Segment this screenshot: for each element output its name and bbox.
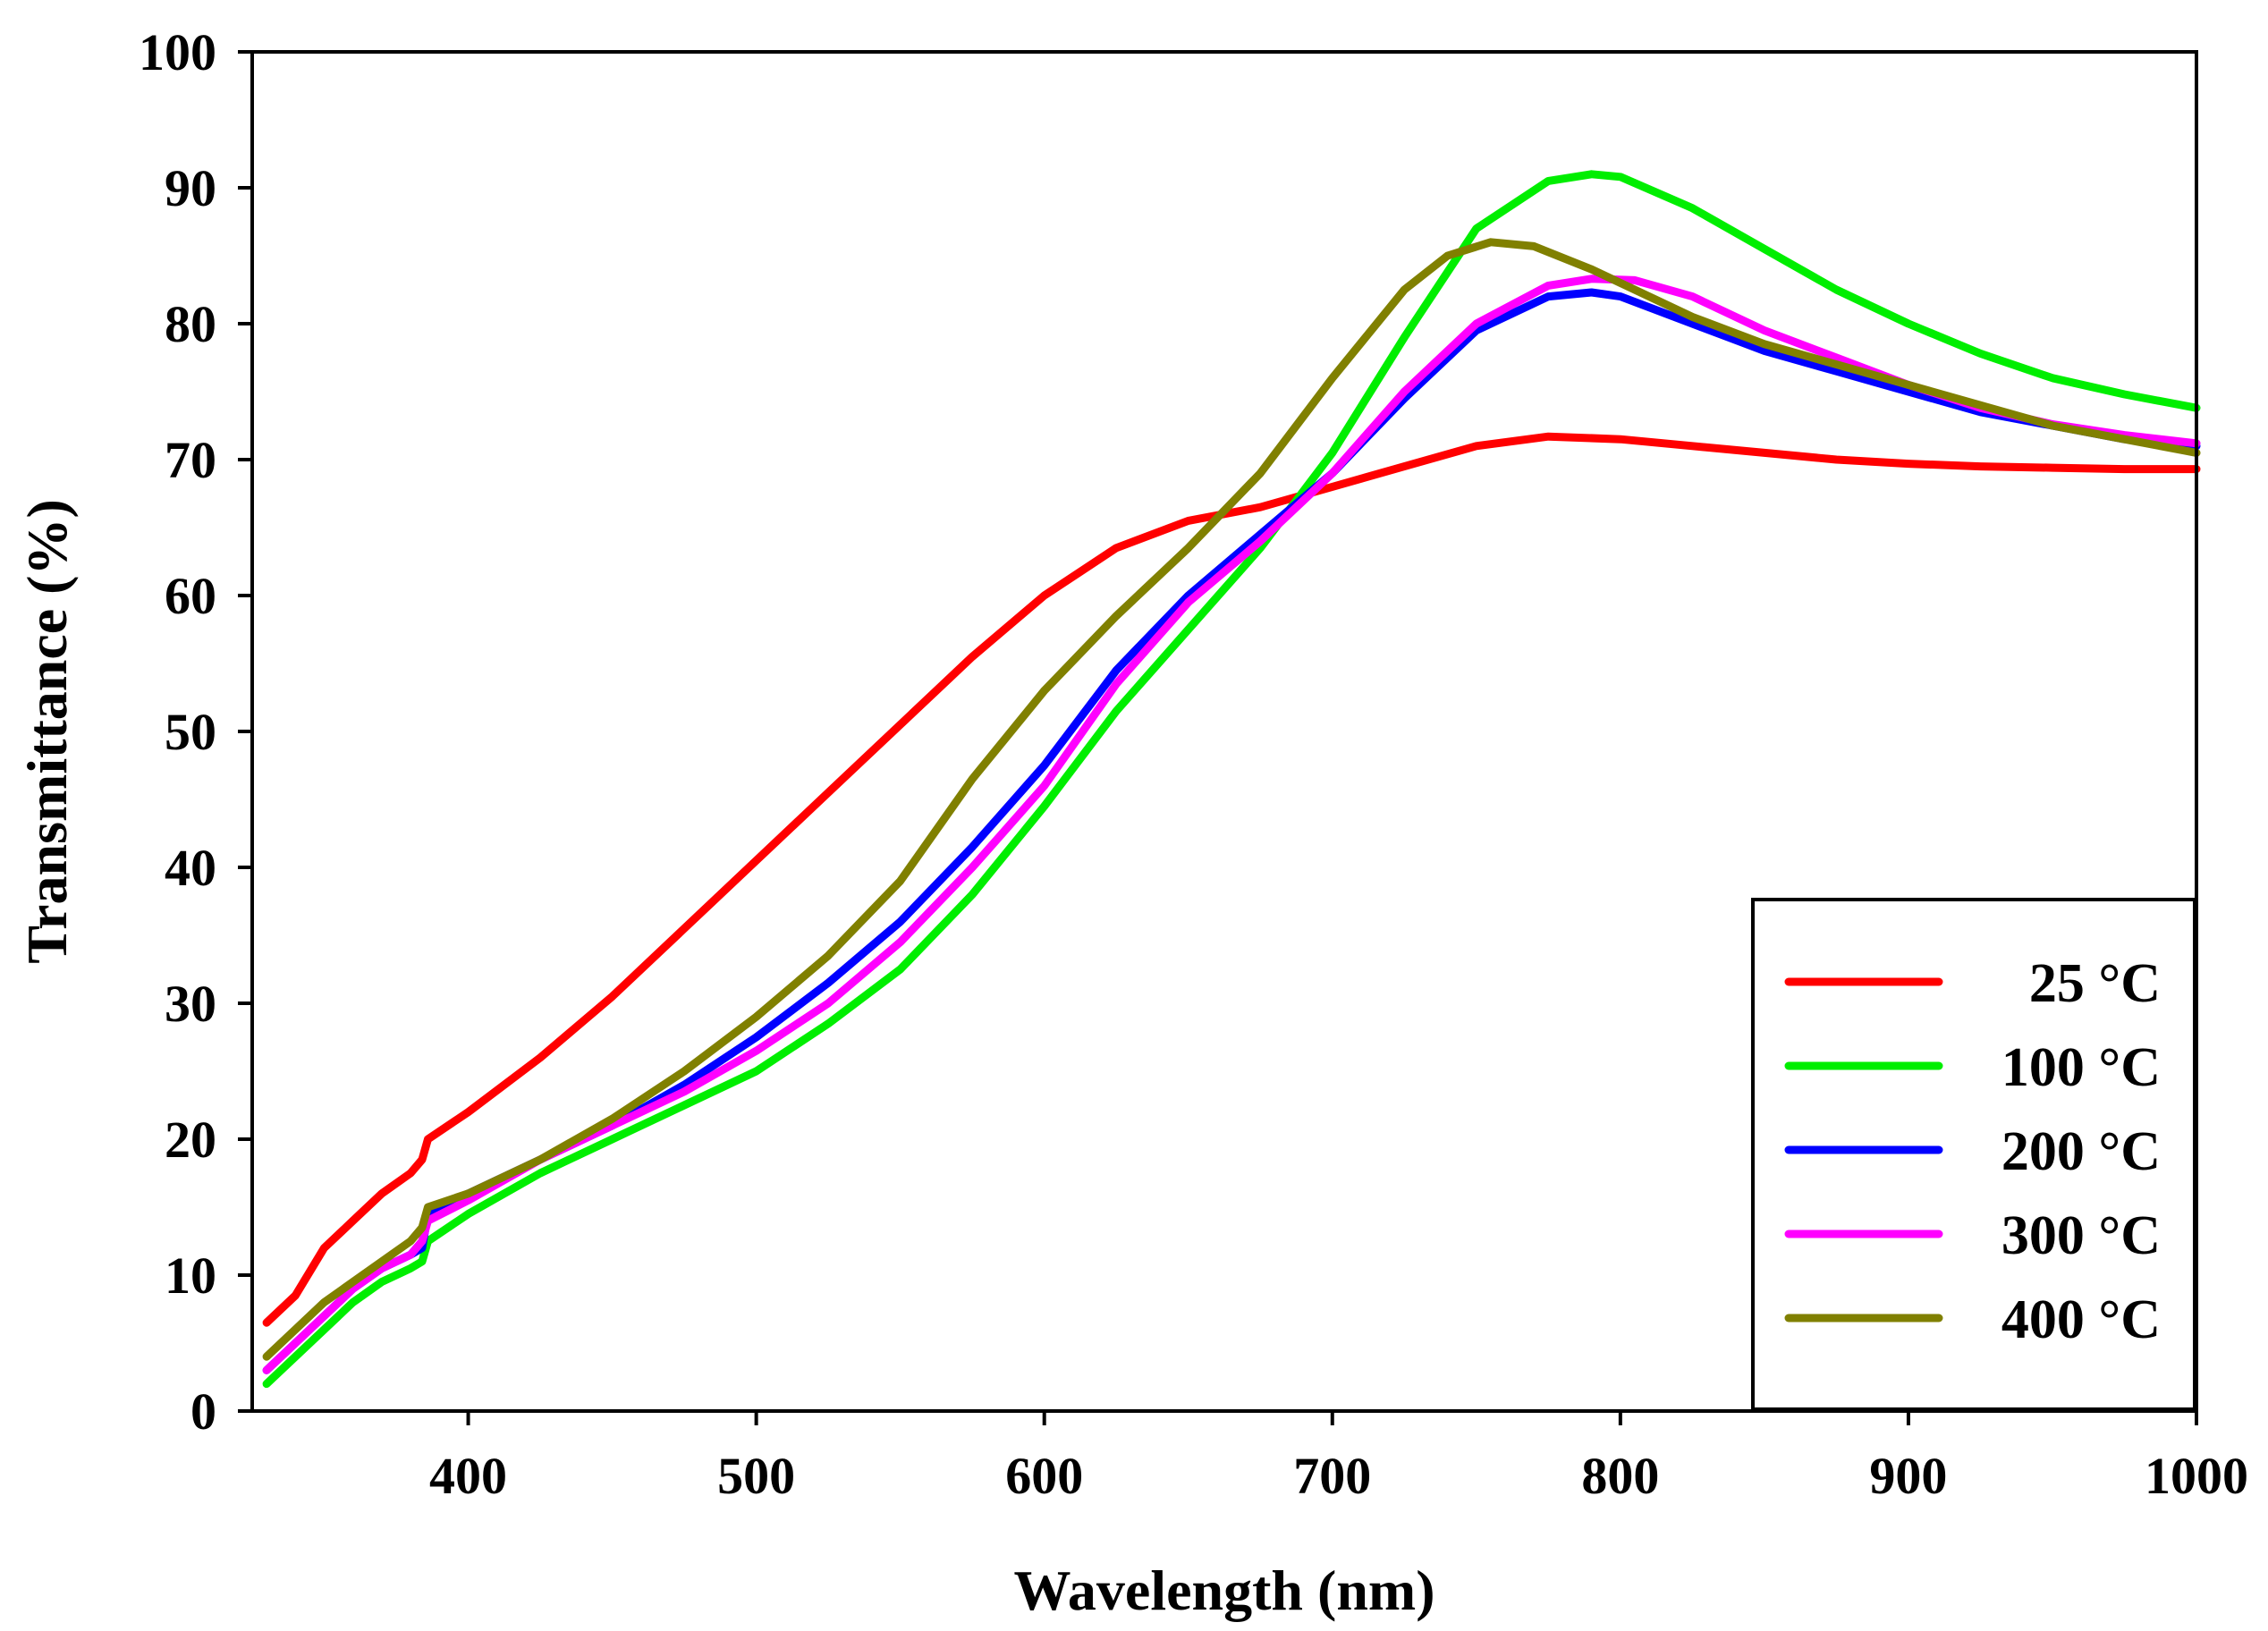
x-tick-label-700: 700 xyxy=(1293,1447,1371,1505)
y-tick-label-100: 100 xyxy=(139,23,216,81)
series-line-25-c xyxy=(262,432,2201,1327)
legend-item-300-c: 300 °C xyxy=(1784,1205,2161,1266)
legend-label-400-c: 400 °C xyxy=(2001,1289,2161,1350)
legend-label-25-c: 25 °C xyxy=(2029,953,2161,1014)
series-line-300-c xyxy=(262,275,2201,1374)
data-series xyxy=(262,170,2201,1389)
y-tick-labels: 0 10 20 30 40 50 60 70 80 90 100 xyxy=(139,23,216,1441)
plot-area-frame xyxy=(250,50,2198,1413)
x-axis-label: Wavelength (nm) xyxy=(1013,1559,1434,1622)
series-line-100-c xyxy=(262,170,2201,1389)
x-tick-label-900: 900 xyxy=(1869,1447,1947,1505)
legend-item-100-c: 100 °C xyxy=(1784,1037,2161,1098)
y-tick-label-0: 0 xyxy=(190,1382,216,1441)
y-tick-label-10: 10 xyxy=(165,1246,216,1305)
legend: 25 °C 100 °C 200 °C 300 °C 400 °C xyxy=(1751,898,2196,1411)
x-tick-label-500: 500 xyxy=(717,1447,795,1505)
x-tick-labels: 400 500 600 700 800 900 1000 xyxy=(429,1447,2248,1505)
y-tick-label-90: 90 xyxy=(165,159,216,217)
legend-item-200-c: 200 °C xyxy=(1784,1121,2161,1182)
legend-item-400-c: 400 °C xyxy=(1784,1289,2161,1350)
legend-item-25-c: 25 °C xyxy=(1784,953,2161,1014)
x-tick-label-1000: 1000 xyxy=(2145,1447,2248,1505)
axis-ticks xyxy=(238,50,2198,1425)
x-tick-label-800: 800 xyxy=(1581,1447,1659,1505)
legend-label-300-c: 300 °C xyxy=(2001,1205,2161,1266)
x-tick-label-400: 400 xyxy=(429,1447,507,1505)
y-tick-label-80: 80 xyxy=(165,295,216,353)
y-tick-label-20: 20 xyxy=(165,1111,216,1169)
x-tick-label-600: 600 xyxy=(1005,1447,1083,1505)
y-tick-label-60: 60 xyxy=(165,567,216,625)
y-tick-label-50: 50 xyxy=(165,703,216,761)
series-line-400-c xyxy=(262,238,2201,1361)
legend-label-200-c: 200 °C xyxy=(2001,1121,2161,1182)
legend-label-100-c: 100 °C xyxy=(2001,1037,2161,1098)
y-tick-label-70: 70 xyxy=(165,431,216,489)
y-axis-label: Transmittance (%) xyxy=(15,499,79,964)
y-tick-label-30: 30 xyxy=(165,975,216,1033)
y-tick-label-40: 40 xyxy=(165,839,216,897)
